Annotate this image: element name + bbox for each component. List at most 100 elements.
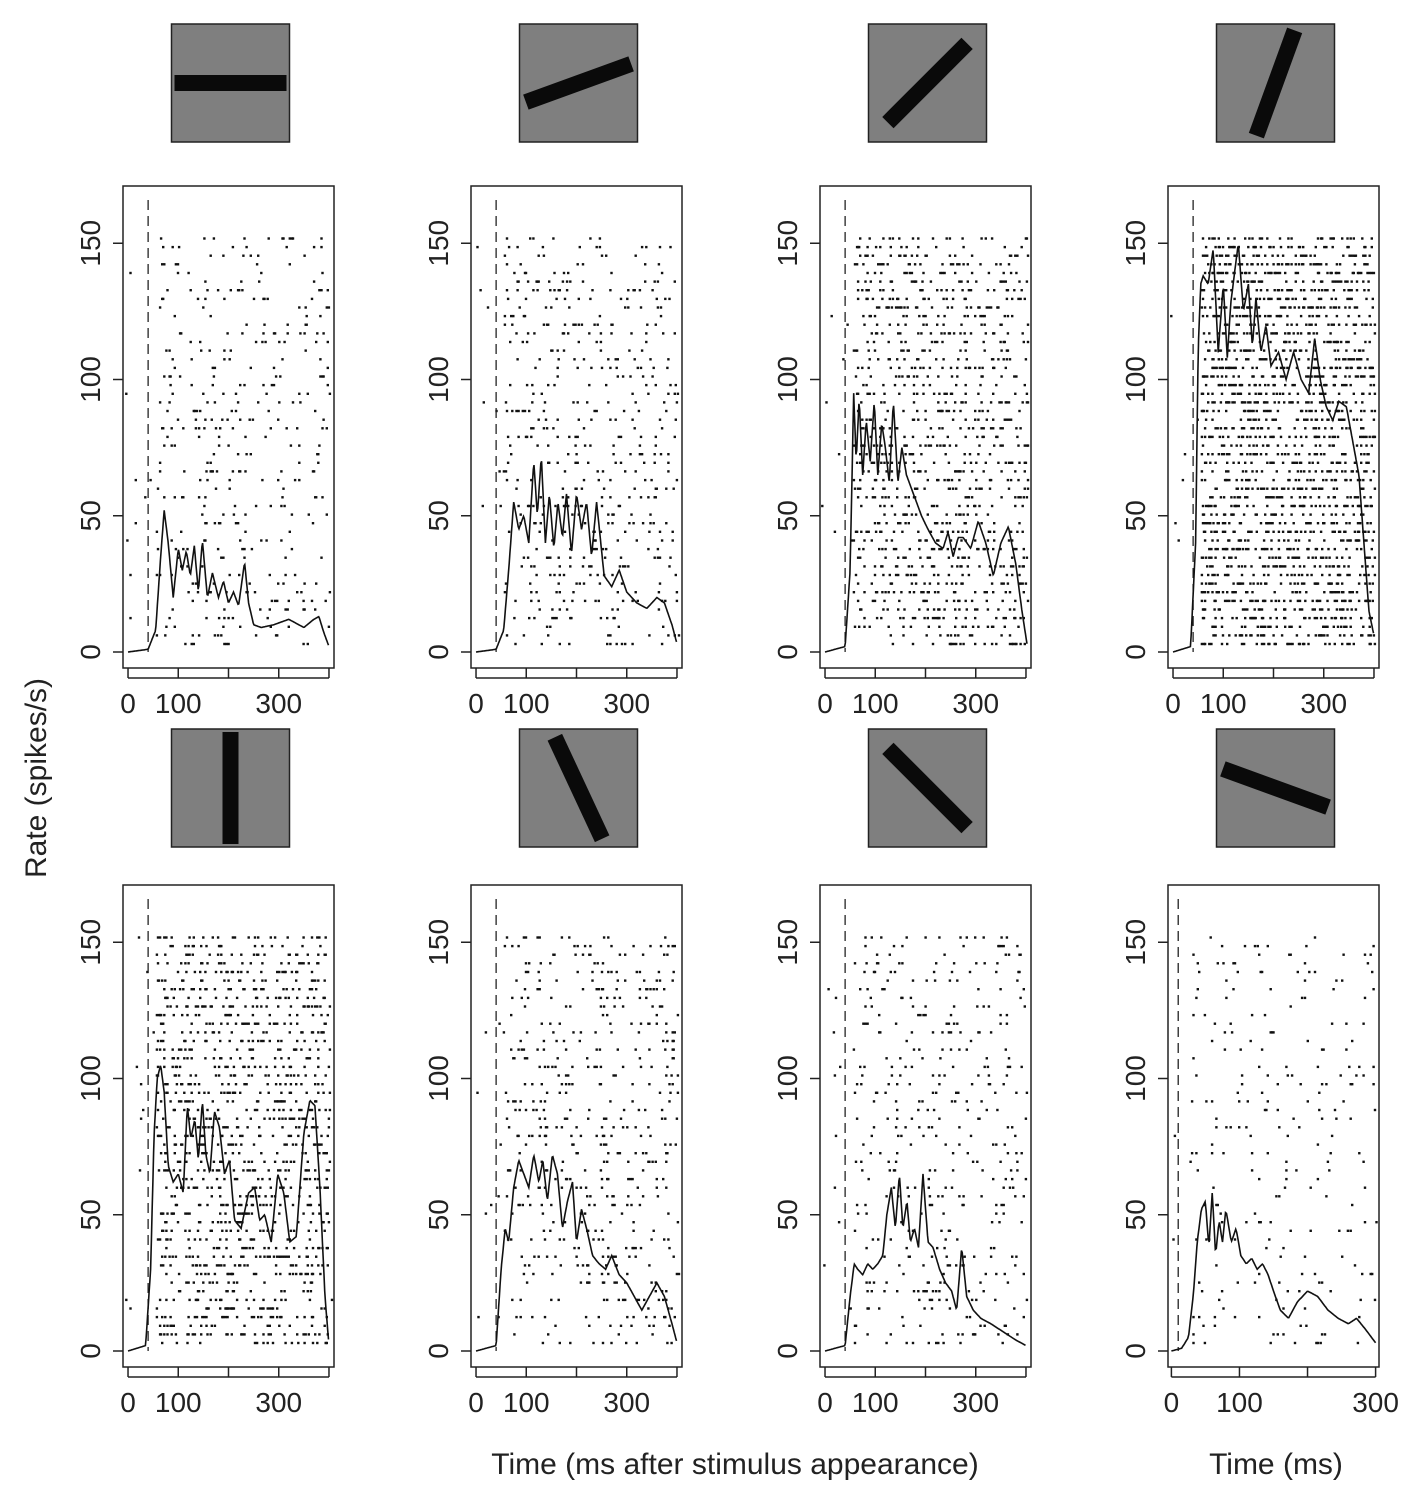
spike-mark	[172, 1298, 175, 1302]
spike-mark	[649, 358, 652, 361]
spike-mark	[1200, 453, 1204, 456]
spike-mark	[610, 1341, 613, 1345]
spike-mark	[231, 1100, 235, 1103]
spike-mark	[285, 1246, 288, 1250]
spike-mark	[317, 1031, 320, 1034]
spike-mark	[908, 591, 911, 594]
spike-mark	[1343, 418, 1346, 421]
spike-mark	[1259, 245, 1263, 249]
spike-mark	[288, 1324, 291, 1327]
spike-mark	[966, 280, 969, 283]
spike-mark	[595, 340, 598, 344]
spike-mark	[170, 1195, 173, 1198]
spike-mark	[1228, 349, 1231, 352]
spike-mark	[1283, 539, 1286, 542]
spike-mark	[234, 522, 238, 525]
spike-mark	[633, 358, 636, 361]
spike-mark	[158, 306, 162, 309]
spike-mark	[531, 383, 534, 387]
spike-mark	[997, 461, 1000, 464]
spike-mark	[161, 1341, 164, 1345]
spike-mark	[1295, 530, 1299, 533]
spike-mark	[1277, 496, 1281, 499]
spike-mark	[1273, 289, 1276, 292]
spike-mark	[302, 1290, 305, 1293]
spike-mark	[916, 375, 919, 378]
spike-mark	[865, 383, 868, 387]
spike-mark	[308, 1195, 312, 1198]
spike-mark	[205, 470, 208, 473]
spike-mark	[862, 427, 865, 430]
spike-mark	[228, 358, 231, 361]
spike-mark	[261, 340, 264, 344]
spike-mark	[607, 634, 610, 637]
spike-mark	[289, 1229, 293, 1232]
spike-mark	[1313, 366, 1316, 370]
spike-mark	[1232, 332, 1235, 335]
spike-mark	[175, 1005, 179, 1008]
spike-mark	[1309, 383, 1312, 387]
spike-mark	[129, 616, 132, 620]
spike-mark	[573, 1246, 576, 1250]
spike-mark	[1002, 582, 1005, 585]
spike-mark	[1315, 453, 1319, 456]
spike-mark	[1259, 289, 1263, 292]
spike-mark	[1212, 522, 1215, 525]
spike-mark	[1230, 496, 1233, 499]
spike-mark	[615, 1264, 618, 1267]
spike-mark	[903, 306, 906, 309]
spike-mark	[1370, 616, 1373, 620]
spike-mark	[326, 1134, 329, 1138]
spike-mark	[277, 1005, 280, 1008]
spike-mark	[284, 1341, 287, 1345]
spike-mark	[205, 1264, 208, 1267]
spike-raster	[476, 237, 681, 646]
spike-mark	[1333, 349, 1336, 352]
spike-mark	[663, 401, 666, 404]
spike-mark	[949, 263, 953, 266]
y-tick-label: 100	[75, 356, 106, 403]
spike-mark	[521, 340, 524, 344]
spike-mark	[236, 522, 240, 525]
spike-mark	[283, 1100, 286, 1103]
spike-mark	[191, 953, 194, 956]
spike-mark	[255, 263, 259, 266]
spike-mark	[1331, 435, 1334, 439]
spike-mark	[188, 1212, 191, 1215]
spike-mark	[1310, 573, 1313, 577]
spike-mark	[187, 1186, 190, 1189]
spike-mark	[864, 280, 867, 283]
spike-mark	[230, 953, 233, 956]
spike-mark	[270, 383, 274, 387]
spike-mark	[511, 1212, 514, 1215]
spike-mark	[196, 1108, 200, 1112]
spike-mark	[1280, 289, 1284, 292]
spike-mark	[958, 599, 961, 603]
spike-mark	[897, 306, 900, 309]
spike-mark	[213, 1324, 217, 1327]
spike-mark	[559, 1264, 562, 1267]
spike-mark	[1293, 582, 1296, 585]
spike-mark	[522, 634, 526, 637]
spike-mark	[276, 1152, 279, 1155]
spike-mark	[1367, 289, 1370, 292]
spike-mark	[1201, 254, 1205, 257]
spike-mark	[1371, 582, 1374, 585]
spike-mark	[602, 1281, 606, 1284]
spike-mark	[599, 530, 603, 533]
spike-mark	[593, 323, 596, 326]
spike-mark	[279, 996, 282, 1000]
spike-mark	[968, 487, 972, 490]
spike-mark	[879, 280, 882, 283]
spike-mark	[247, 1074, 250, 1077]
spike-mark	[951, 289, 955, 292]
spike-mark	[1340, 625, 1343, 628]
spike-mark	[1246, 608, 1249, 611]
spike-mark	[581, 1264, 585, 1267]
spike-mark	[283, 1333, 286, 1336]
spike-mark	[852, 349, 856, 352]
spike-mark	[557, 1298, 560, 1302]
spike-mark	[303, 582, 306, 585]
spike-mark	[258, 1195, 261, 1198]
spike-mark	[1290, 573, 1293, 577]
